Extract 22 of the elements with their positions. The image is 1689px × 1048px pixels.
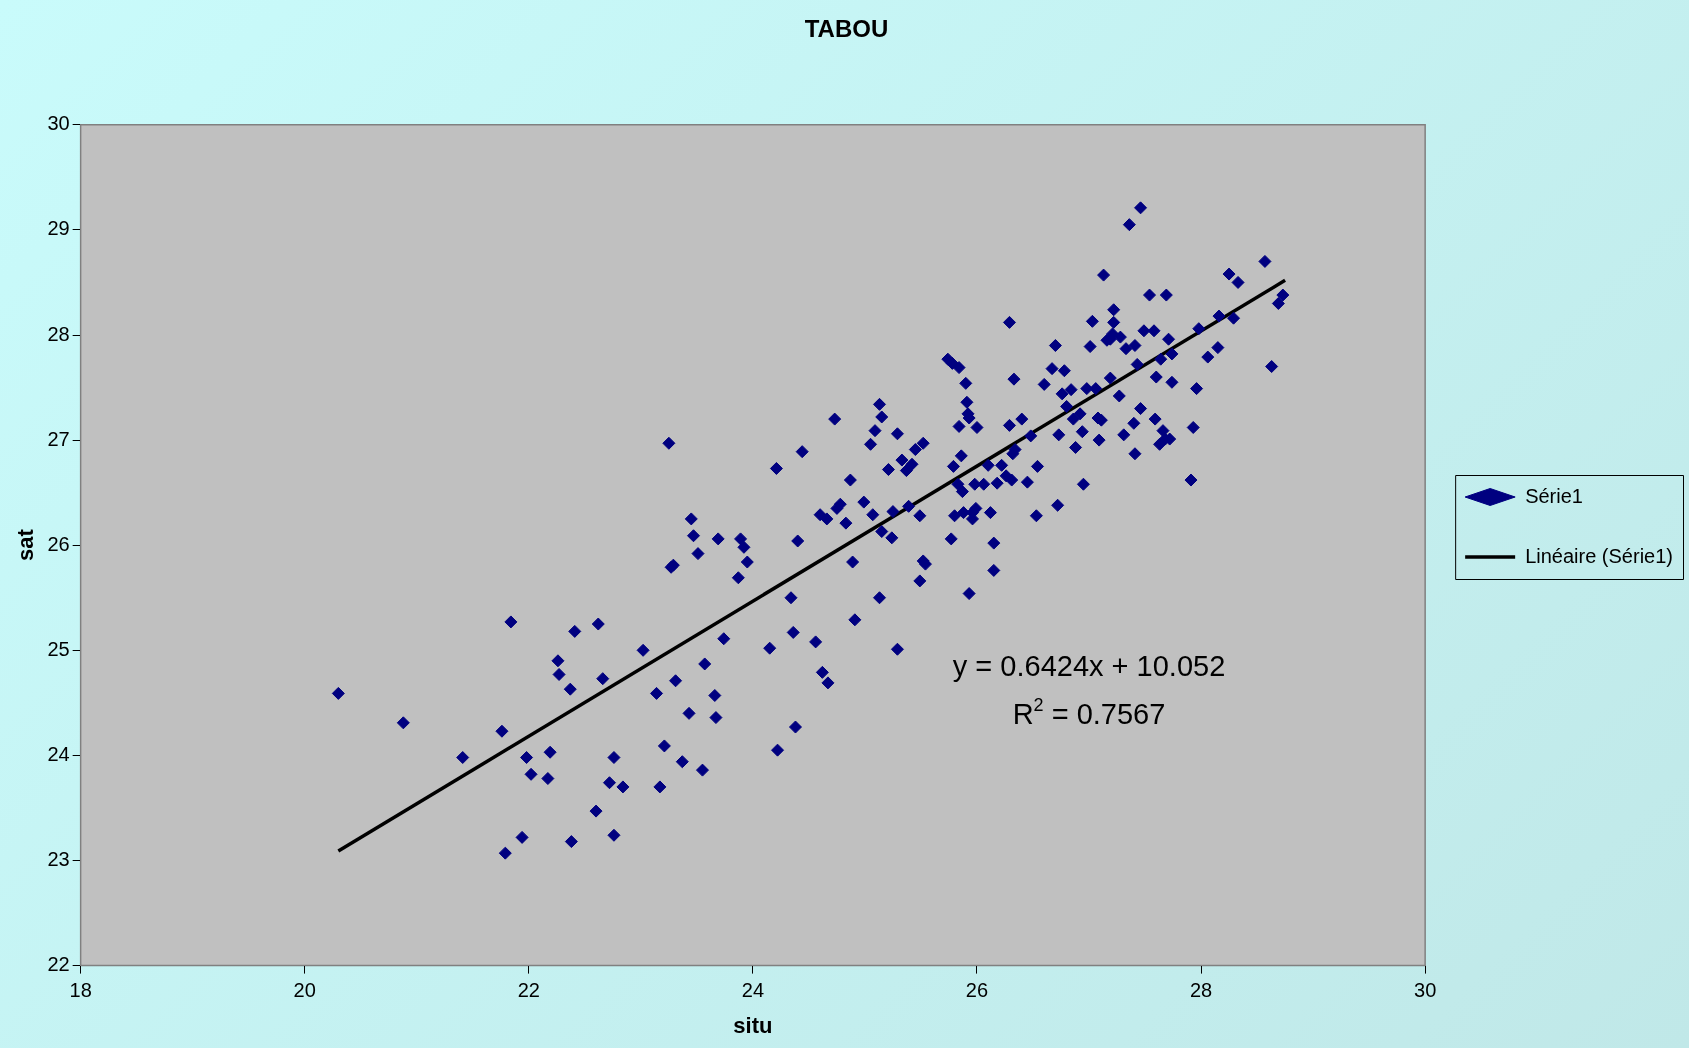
- x-tick-label: 18: [69, 979, 92, 1002]
- legend-label: Linéaire (Série1): [1525, 544, 1674, 567]
- x-tick-label: 26: [965, 979, 989, 1002]
- annotation: y = 0.6424x + 10.052: [952, 649, 1226, 682]
- y-tick-label: 30: [47, 112, 70, 135]
- x-tick-label: 24: [741, 979, 765, 1002]
- chart-title: TABOU: [804, 15, 889, 43]
- y-tick-label: 22: [47, 953, 70, 976]
- x-tick-label: 30: [1414, 979, 1437, 1002]
- y-tick-label: 28: [47, 322, 70, 345]
- legend-label: Série1: [1525, 484, 1583, 507]
- x-tick-label: 20: [293, 979, 316, 1002]
- y-tick-label: 25: [47, 637, 70, 660]
- y-tick-label: 29: [47, 217, 70, 240]
- y-tick-label: 27: [47, 427, 70, 450]
- x-axis-title: situ: [733, 1012, 773, 1038]
- y-tick-label: 23: [47, 848, 70, 871]
- y-tick-label: 26: [47, 532, 70, 555]
- y-axis-title: sat: [13, 528, 39, 562]
- y-tick-label: 24: [47, 742, 70, 765]
- x-tick-label: 22: [517, 979, 540, 1002]
- x-tick-label: 28: [1189, 979, 1213, 1002]
